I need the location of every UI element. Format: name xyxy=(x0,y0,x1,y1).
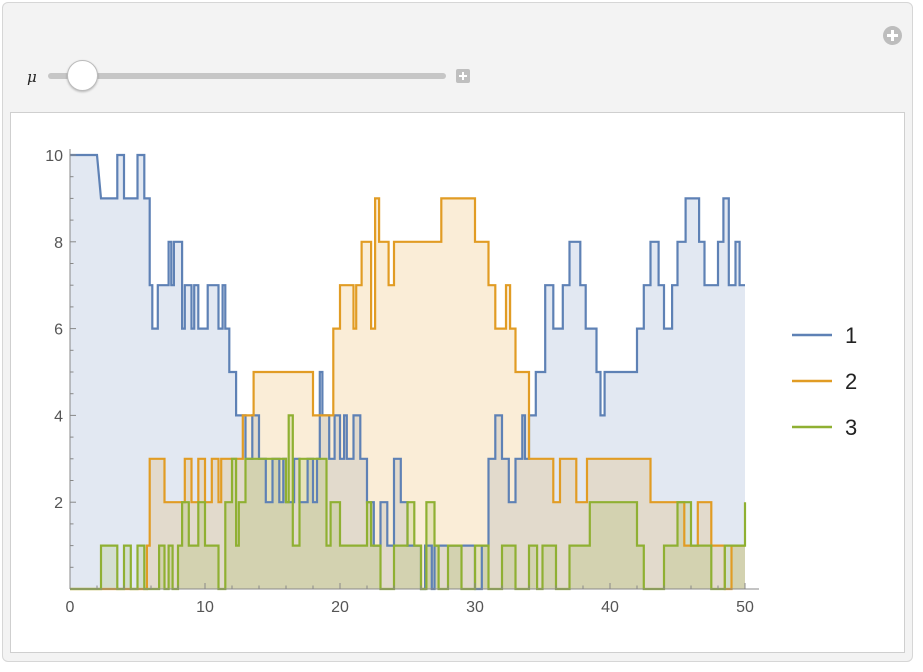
y-tick-label: 2 xyxy=(54,495,63,512)
legend: 1 2 3 xyxy=(792,323,857,440)
y-tick-label: 8 xyxy=(54,235,63,252)
x-tick-label: 30 xyxy=(466,599,484,616)
x-tick-label: 10 xyxy=(196,599,214,616)
x-tick-label: 20 xyxy=(331,599,349,616)
y-tick-label: 10 xyxy=(45,148,63,165)
chart-frame: 0 10 20 30 40 50 2 4 6 8 10 1 2 3 xyxy=(10,112,905,653)
axes: 0 10 20 30 40 50 2 4 6 8 10 xyxy=(45,148,759,616)
mu-slider-track[interactable] xyxy=(48,73,446,79)
add-circle-icon[interactable] xyxy=(883,26,902,45)
legend-label-3: 3 xyxy=(845,415,857,440)
x-tick-label: 40 xyxy=(601,599,619,616)
slider-label: μ xyxy=(27,68,37,86)
y-tick-label: 6 xyxy=(54,322,63,339)
legend-label-1: 1 xyxy=(845,323,857,348)
mu-slider-thumb[interactable] xyxy=(67,60,98,91)
x-tick-label: 50 xyxy=(736,599,754,616)
legend-label-2: 2 xyxy=(845,369,857,394)
y-tick-label: 4 xyxy=(54,408,63,425)
expand-plus-icon[interactable] xyxy=(456,69,470,83)
x-tick-label: 0 xyxy=(66,599,75,616)
